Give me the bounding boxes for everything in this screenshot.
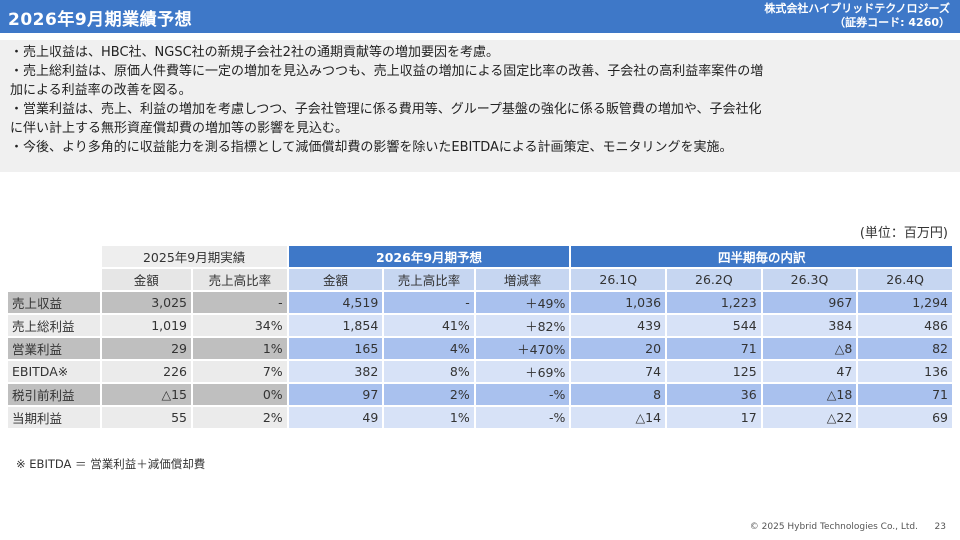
table-cell: △8 <box>762 338 857 359</box>
table-cell: 2% <box>193 407 287 428</box>
corner-cell <box>8 246 100 267</box>
note-line: に伴い計上する無形資産償却費の増加等の影響を見込む。 <box>10 121 349 136</box>
table-cell: 55 <box>101 407 192 428</box>
table-cell: 69 <box>858 407 952 428</box>
sub-header: 売上高比率 <box>384 269 474 290</box>
table-cell: 1,019 <box>101 315 192 336</box>
table-cell: △15 <box>101 384 192 405</box>
table-cell: 71 <box>858 384 952 405</box>
sub-header: 26.1Q <box>571 269 666 290</box>
table-cell: 125 <box>667 361 761 382</box>
table-row: 売上収益 3,025 - 4,519 - ＋49% 1,036 1,223 96… <box>8 292 952 313</box>
table-cell: 1,294 <box>858 292 952 313</box>
stock-code: （証券コード: 4260） <box>834 16 950 29</box>
sub-header: 26.4Q <box>858 269 952 290</box>
note-line: ・営業利益は、売上、利益の増加を考慮しつつ、子会社管理に係る費用等、グループ基盤… <box>10 102 762 117</box>
table-cell: 0% <box>193 384 287 405</box>
sub-header: 売上高比率 <box>193 269 287 290</box>
table-cell: 49 <box>288 407 383 428</box>
company-info: 株式会社ハイブリッドテクノロジーズ （証券コード: 4260） <box>764 2 950 30</box>
table-cell: -% <box>475 407 570 428</box>
table-cell: 29 <box>101 338 192 359</box>
sub-header: 26.2Q <box>667 269 761 290</box>
table-cell: 17 <box>667 407 761 428</box>
table-cell: 486 <box>858 315 952 336</box>
table-cell: 97 <box>288 384 383 405</box>
table-cell: 47 <box>762 361 857 382</box>
sub-header: 26.3Q <box>762 269 857 290</box>
table-cell: - <box>384 292 474 313</box>
table-cell: 136 <box>858 361 952 382</box>
table-cell: 967 <box>762 292 857 313</box>
table-cell: 3,025 <box>101 292 192 313</box>
unit-label: (単位：百万円) <box>859 226 948 241</box>
table-cell: ＋82% <box>475 315 570 336</box>
row-label: 税引前利益 <box>8 384 100 405</box>
table-row: 売上総利益 1,019 34% 1,854 41% ＋82% 439 544 3… <box>8 315 952 336</box>
table-cell: ＋69% <box>475 361 570 382</box>
group-header-prev: 2025年9月期実績 <box>101 246 287 267</box>
table-cell: -% <box>475 384 570 405</box>
sub-header-row: 金額 売上高比率 金額 売上高比率 増減率 26.1Q 26.2Q 26.3Q … <box>8 269 952 290</box>
table-row: EBITDA※ 226 7% 382 8% ＋69% 74 125 47 136 <box>8 361 952 382</box>
note-line: ・売上総利益は、原価人件費等に一定の増加を見込みつつも、売上収益の増加による固定… <box>10 64 764 79</box>
table-cell: 71 <box>667 338 761 359</box>
note-line: 加による利益率の改善を図る。 <box>10 83 192 98</box>
table-cell: 439 <box>571 315 666 336</box>
table-cell: 544 <box>667 315 761 336</box>
table-cell: 41% <box>384 315 474 336</box>
row-label: 売上総利益 <box>8 315 100 336</box>
table-cell: 82 <box>858 338 952 359</box>
table-row: 当期利益 55 2% 49 1% -% △14 17 △22 69 <box>8 407 952 428</box>
financial-forecast-table: 2025年9月期実績 2026年9月期予想 四半期毎の内訳 金額 売上高比率 金… <box>6 244 954 430</box>
row-label: 当期利益 <box>8 407 100 428</box>
page-title: 2026年9月期業績予想 <box>8 10 193 30</box>
company-name: 株式会社ハイブリッドテクノロジーズ <box>764 2 950 15</box>
page-number: 23 <box>934 522 946 532</box>
sub-header: 金額 <box>288 269 383 290</box>
group-header-row: 2025年9月期実績 2026年9月期予想 四半期毎の内訳 <box>8 246 952 267</box>
table-cell: 1,854 <box>288 315 383 336</box>
row-label: EBITDA※ <box>8 361 100 382</box>
table-cell: 36 <box>667 384 761 405</box>
table-cell: 382 <box>288 361 383 382</box>
table-cell: 226 <box>101 361 192 382</box>
group-header-forecast: 2026年9月期予想 <box>288 246 570 267</box>
table-cell: - <box>193 292 287 313</box>
table-cell: 2% <box>384 384 474 405</box>
sub-header: 増減率 <box>475 269 570 290</box>
table-cell: 8 <box>571 384 666 405</box>
footnote: ※ EBITDA ＝ 営業利益＋減価償却費 <box>16 457 206 471</box>
copyright: © 2025 Hybrid Technologies Co., Ltd. <box>749 522 918 532</box>
table-cell: ＋49% <box>475 292 570 313</box>
table-row: 営業利益 29 1% 165 4% ＋470% 20 71 △8 82 <box>8 338 952 359</box>
table-cell: 8% <box>384 361 474 382</box>
table-cell: 4% <box>384 338 474 359</box>
table-cell: 165 <box>288 338 383 359</box>
table-cell: △18 <box>762 384 857 405</box>
table-cell: 1% <box>384 407 474 428</box>
table-cell: 1,036 <box>571 292 666 313</box>
sub-header: 金額 <box>101 269 192 290</box>
note-line: ・今後、より多角的に収益能力を測る指標として減価償却費の影響を除いたEBITDA… <box>10 140 733 155</box>
table-cell: 1,223 <box>667 292 761 313</box>
table-cell: 7% <box>193 361 287 382</box>
table-cell: ＋470% <box>475 338 570 359</box>
table-cell: 20 <box>571 338 666 359</box>
table-cell: 1% <box>193 338 287 359</box>
table-cell: △22 <box>762 407 857 428</box>
notes-box: ・売上収益は、HBC社、NGSC社の新規子会社2社の通期貢献等の増加要因を考慮。… <box>0 40 960 172</box>
table-cell: △14 <box>571 407 666 428</box>
row-label: 営業利益 <box>8 338 100 359</box>
group-header-quarterly: 四半期毎の内訳 <box>571 246 952 267</box>
row-label: 売上収益 <box>8 292 100 313</box>
table-cell: 74 <box>571 361 666 382</box>
header-bar: 2026年9月期業績予想 株式会社ハイブリッドテクノロジーズ （証券コード: 4… <box>0 0 960 33</box>
table-row: 税引前利益 △15 0% 97 2% -% 8 36 △18 71 <box>8 384 952 405</box>
table-cell: 384 <box>762 315 857 336</box>
corner-cell <box>8 269 100 290</box>
note-line: ・売上収益は、HBC社、NGSC社の新規子会社2社の通期貢献等の増加要因を考慮。 <box>10 45 499 60</box>
table-cell: 34% <box>193 315 287 336</box>
table-cell: 4,519 <box>288 292 383 313</box>
